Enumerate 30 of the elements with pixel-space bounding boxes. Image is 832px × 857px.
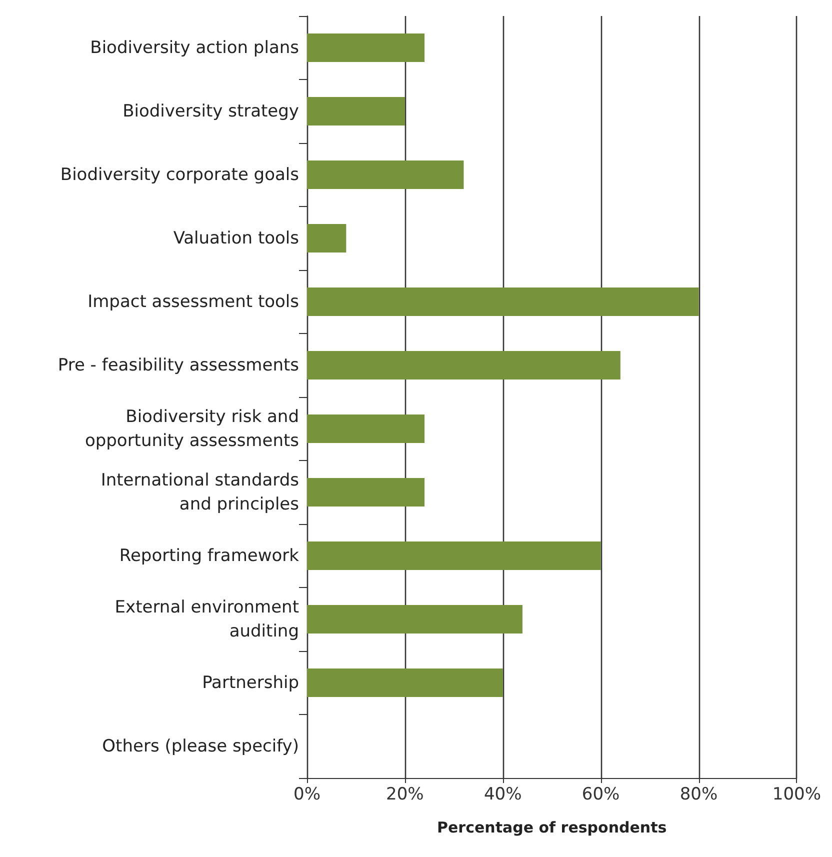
y-tick-label: International standards and principles (100, 470, 300, 514)
x-axis-title: Percentage of respondents (437, 818, 667, 836)
bar (307, 604, 522, 634)
y-tick-label: Reporting framework (119, 546, 300, 566)
y-tick-label: Impact assessment tools (88, 292, 300, 312)
x-tick-label: 60% (582, 784, 620, 804)
y-tick-label: Pre - feasibility assessments (58, 355, 300, 376)
bar (307, 414, 425, 444)
bar (307, 350, 620, 380)
y-tick-label: Others (please specify) (102, 736, 299, 756)
bar (307, 160, 464, 190)
y-tick-label: Biodiversity action plans (90, 38, 300, 58)
bar (307, 33, 425, 62)
x-tick-label: 100% (772, 784, 822, 804)
bar (307, 287, 699, 316)
y-tick-label: External environment auditing (114, 597, 300, 642)
y-tick-label: Biodiversity strategy (122, 101, 299, 122)
x-tick-label: 20% (386, 784, 424, 804)
bar (307, 224, 346, 253)
x-tick-label: 40% (484, 784, 522, 804)
x-tick-label: 80% (680, 784, 718, 804)
y-tick-label: Valuation tools (173, 228, 300, 248)
bar (307, 541, 601, 570)
bar (307, 96, 405, 126)
y-tick-label: Biodiversity corporate goals (60, 164, 300, 185)
y-tick-label: Biodiversity risk and opportunity assessments (84, 406, 300, 451)
x-tick-label: 0% (294, 784, 320, 804)
y-tick-label: Partnership (202, 672, 299, 693)
bar (307, 668, 503, 698)
bar (307, 478, 425, 507)
